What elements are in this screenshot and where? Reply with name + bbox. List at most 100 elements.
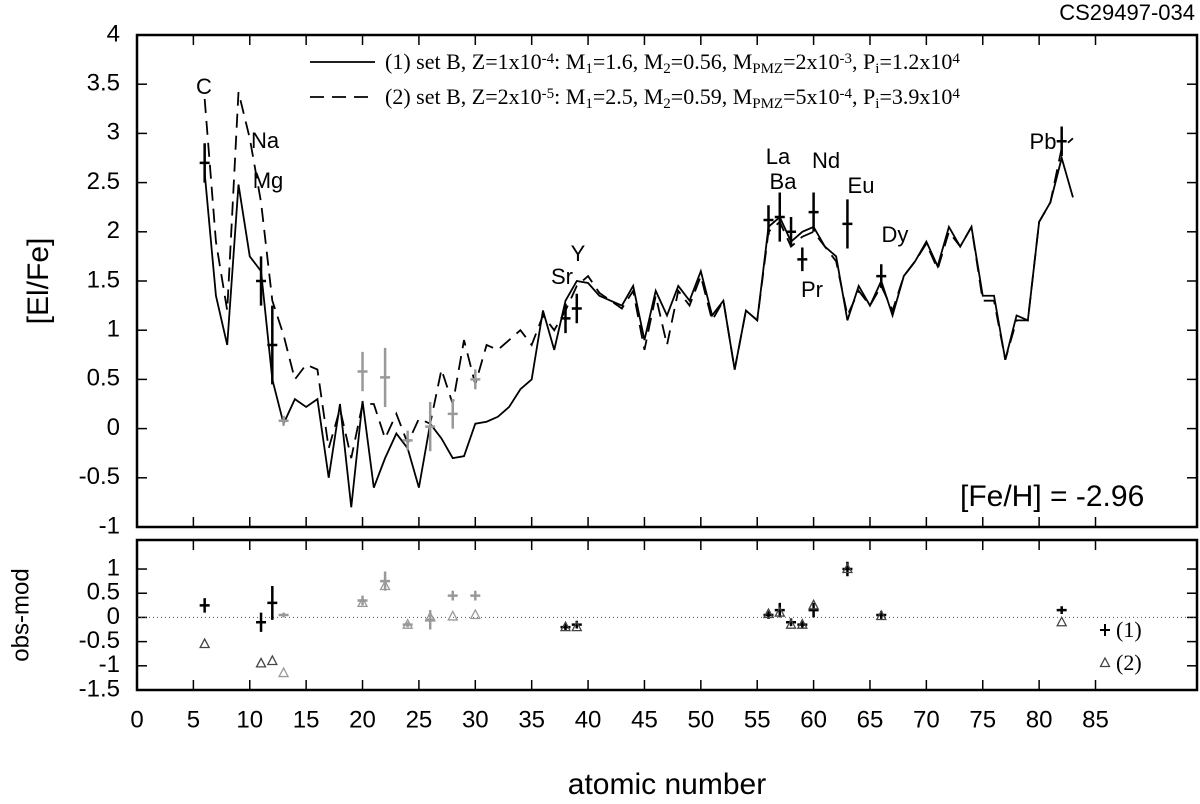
observation (267, 305, 278, 385)
x-tick-label: 85 (1082, 706, 1109, 733)
y-tick-label: 0.5 (87, 579, 120, 606)
element-label: Na (251, 128, 280, 153)
legend-text-part: -4 (542, 51, 555, 67)
element-label: Mg (253, 168, 284, 193)
x-tick-label: 80 (1026, 706, 1053, 733)
residual-triangle (266, 654, 278, 666)
x-tick-label: 15 (293, 706, 320, 733)
y-tick-label: 1.5 (87, 266, 120, 293)
residual-triangle (785, 618, 797, 629)
x-tick-label: 20 (349, 706, 376, 733)
residual-triangle (199, 637, 211, 649)
observation (763, 205, 774, 235)
legend-label: (2) (1116, 650, 1142, 675)
x-tick-label: 10 (236, 706, 263, 733)
legend-text-part: =0.59, M (671, 84, 752, 109)
observation (876, 264, 887, 288)
residual-triangle (762, 607, 775, 619)
x-tick-label: 60 (800, 706, 827, 733)
plot-frame (135, 33, 1199, 529)
legend-text-part: PMZ (752, 61, 783, 77)
observation (425, 402, 436, 452)
y-tick-label: -0.5 (79, 627, 120, 654)
residual-cross (199, 598, 210, 613)
legend-text-part: 4 (952, 51, 960, 67)
legend-marker (1100, 624, 1110, 636)
residual-triangle (571, 620, 583, 632)
y-tick-label: 0.5 (87, 365, 120, 392)
residual-triangle (356, 596, 369, 608)
legend-text-part: (1) set B, Z=1x10 (385, 49, 542, 74)
y-tick-label: 1 (107, 316, 120, 343)
element-label: La (766, 144, 791, 169)
x-tick-label: 75 (969, 706, 996, 733)
y-tick-label: 0 (107, 603, 120, 630)
observation (571, 293, 582, 324)
residual-triangle (424, 611, 436, 622)
y-tick-label: -0.5 (79, 463, 120, 490)
x-tick-label: 50 (687, 706, 714, 733)
residual-triangle (559, 620, 572, 632)
legend-text-part: : M (554, 49, 585, 74)
legend-text-part: -3 (840, 51, 853, 67)
element-label: Ba (770, 169, 798, 194)
element-label: Dy (882, 222, 909, 247)
legend-text-part: 1 (585, 61, 593, 77)
y-axis-label: [El/Fe] (22, 238, 55, 325)
observation (560, 303, 571, 334)
x-tick-label: 70 (913, 706, 940, 733)
legend-text-part: PMZ (752, 96, 783, 112)
residual-cross (447, 590, 458, 601)
plot-frame (135, 538, 1199, 692)
element-label: Eu (848, 173, 875, 198)
observation (256, 256, 267, 306)
y-tick-label: 2.5 (87, 168, 120, 195)
observation (774, 192, 785, 242)
legend-text-part: i (875, 96, 879, 112)
legend-text-part: =2.5, M (593, 84, 663, 109)
legend-text-part: =1.2x10 (879, 49, 952, 74)
legend-text-part: -4 (840, 86, 853, 102)
residual-cross (256, 612, 267, 632)
element-label: C (196, 74, 212, 99)
legend-text-part: 1 (585, 96, 593, 112)
x-tick-label: 65 (857, 706, 884, 733)
legend-text-part: 4 (952, 86, 960, 102)
y-tick-label: 0 (107, 414, 120, 441)
x-tick-label: 55 (744, 706, 771, 733)
legend-text-part: =5x10 (783, 84, 839, 109)
residual-triangle (796, 618, 808, 629)
element-label: Y (571, 241, 586, 266)
residual-triangle (875, 609, 887, 621)
observation (357, 351, 368, 392)
residual-cross (278, 612, 289, 618)
legend-label: (1) set B, Z=1x10-4: M1=1.6, M2=0.56, MP… (385, 49, 960, 77)
annotation: [Fe/H] = -2.96 (960, 480, 1144, 513)
legend-text-part: 2 (663, 61, 671, 77)
legend-label: (2) set B, Z=2x10-5: M1=2.5, M2=0.59, MP… (385, 84, 960, 112)
observation (447, 399, 458, 429)
residual-triangle (402, 618, 414, 629)
y-tick-label: 1 (107, 554, 120, 581)
legend-text-part: i (875, 61, 879, 77)
legend-text-part: : M (554, 84, 585, 109)
chart-title: CS29497-034 (1059, 0, 1195, 25)
observation (1056, 126, 1067, 157)
residual-triangle (447, 610, 459, 621)
legend-text-part: , P (852, 84, 875, 109)
line-series (203, 91, 1074, 459)
y-tick-label: -1 (99, 512, 120, 539)
x-tick-label: 5 (187, 706, 200, 733)
y-tick-label: -1 (99, 651, 120, 678)
legend-text-part: 2 (663, 96, 671, 112)
residual-triangle (379, 579, 391, 591)
residual-cross (808, 602, 819, 618)
residual-triangle (774, 606, 786, 617)
observation (786, 217, 797, 247)
residual-cross (267, 585, 278, 620)
legend-text-part: =3.9x10 (879, 84, 952, 109)
legend-text-part: =1.6, M (593, 49, 663, 74)
x-tick-label: 45 (631, 706, 658, 733)
